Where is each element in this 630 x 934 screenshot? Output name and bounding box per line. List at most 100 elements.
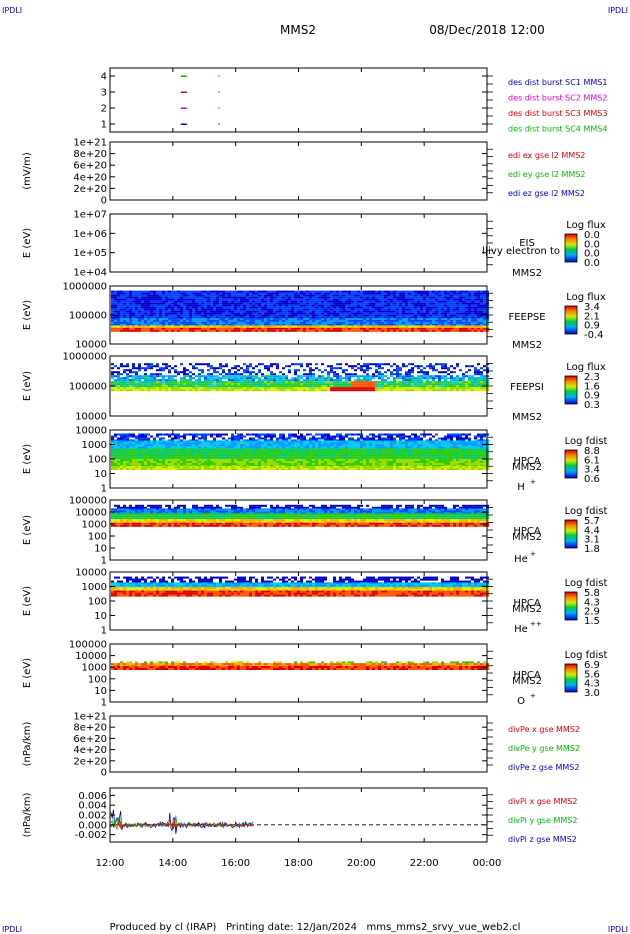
heatmap-cell — [171, 367, 174, 370]
heatmap-cell — [453, 314, 456, 317]
heatmap-cell — [321, 379, 324, 382]
heatmap-cell — [186, 296, 189, 299]
heatmap-cell — [342, 377, 345, 380]
heatmap-cell — [144, 375, 147, 378]
heatmap-cell — [249, 306, 252, 309]
heatmap-cell — [219, 296, 222, 299]
heatmap-cell — [363, 377, 366, 380]
heatmap-cell — [462, 294, 465, 297]
heatmap-cell — [213, 294, 216, 297]
heatmap-cell — [477, 317, 480, 320]
heatmap-cell — [300, 327, 303, 330]
heatmap-cell — [138, 383, 141, 386]
heatmap-cell — [147, 327, 150, 330]
heatmap-cell — [165, 329, 168, 332]
heatmap-cell — [468, 381, 471, 384]
heatmap-cell — [345, 387, 348, 390]
heatmap-cell — [414, 433, 417, 436]
heatmap-cell — [141, 304, 144, 307]
heatmap-cell — [411, 437, 414, 440]
heatmap-cell — [138, 433, 141, 436]
heatmap-cell — [222, 433, 225, 436]
heatmap-cell — [339, 387, 342, 390]
heatmap-cell — [276, 316, 279, 319]
heatmap-cell — [345, 292, 348, 295]
heatmap-cell — [222, 377, 225, 380]
heatmap-cell — [303, 379, 306, 382]
heatmap-cell — [474, 377, 477, 380]
heatmap-cell — [426, 298, 429, 301]
heatmap-cell — [279, 310, 282, 313]
heatmap-cell — [453, 371, 456, 374]
heatmap-cell — [144, 306, 147, 309]
heatmap-cell — [174, 369, 177, 372]
heatmap-cell — [192, 433, 195, 436]
heatmap-cell — [384, 314, 387, 317]
heatmap-cell — [471, 365, 474, 368]
heatmap-cell — [234, 304, 237, 307]
heatmap-cell — [342, 302, 345, 305]
heatmap-cell — [228, 381, 231, 384]
heatmap-cell — [234, 435, 237, 438]
heatmap-cell — [423, 385, 426, 388]
heatmap-cell — [405, 435, 408, 438]
heatmap-cell — [234, 373, 237, 376]
heatmap-cell — [336, 323, 339, 326]
heatmap-cell — [405, 440, 408, 443]
heatmap-cell — [366, 440, 369, 443]
heatmap-cell — [447, 296, 450, 299]
heatmap-cell — [270, 373, 273, 376]
heatmap-cell — [453, 379, 456, 382]
heatmap-cell — [267, 442, 270, 445]
heatmap-cell — [378, 298, 381, 301]
heatmap-cell — [246, 440, 249, 443]
heatmap-cell — [267, 306, 270, 309]
heatmap-cell — [387, 329, 390, 332]
heatmap-cell — [447, 387, 450, 390]
heatmap-cell — [402, 308, 405, 311]
heatmap-cell — [114, 327, 117, 330]
heatmap-cell — [132, 302, 135, 305]
heatmap-cell — [360, 387, 363, 390]
heatmap-cell — [372, 387, 375, 390]
instrument-spacecraft-label: MMS2 — [512, 268, 542, 279]
heatmap-cell — [369, 294, 372, 297]
heatmap-cell — [126, 440, 129, 443]
heatmap-cell — [180, 316, 183, 319]
heatmap-cell — [285, 381, 288, 384]
heatmap-cell — [411, 304, 414, 307]
heatmap-cell — [183, 302, 186, 305]
heatmap-cell — [366, 369, 369, 372]
heatmap-cell — [285, 442, 288, 445]
heatmap-cell — [171, 383, 174, 386]
heatmap-cell — [255, 433, 258, 436]
heatmap-cell — [216, 323, 219, 326]
heatmap-cell — [297, 302, 300, 305]
heatmap-cell — [453, 310, 456, 313]
heatmap-cell — [459, 437, 462, 440]
heatmap-cell — [198, 433, 201, 436]
heatmap-cell — [456, 304, 459, 307]
heatmap-cell — [282, 323, 285, 326]
heatmap-cell — [342, 444, 345, 447]
heatmap-cell — [117, 442, 120, 445]
heatmap-cell — [255, 435, 258, 438]
heatmap-cell — [228, 314, 231, 317]
heatmap-cell — [138, 325, 141, 328]
heatmap-cell — [321, 300, 324, 303]
heatmap-cell — [282, 317, 285, 320]
heatmap-cell — [390, 365, 393, 368]
heatmap-cell — [411, 444, 414, 447]
heatmap-cell — [432, 317, 435, 320]
heatmap-cell — [333, 306, 336, 309]
heatmap-cell — [213, 316, 216, 319]
heatmap-cell — [405, 310, 408, 313]
heatmap-cell — [342, 310, 345, 313]
heatmap-cell — [324, 310, 327, 313]
heatmap-cell — [258, 323, 261, 326]
heatmap-cell — [240, 306, 243, 309]
heatmap-cell — [384, 292, 387, 295]
heatmap-cell — [126, 383, 129, 386]
heatmap-cell — [264, 306, 267, 309]
heatmap-cell — [471, 290, 474, 293]
